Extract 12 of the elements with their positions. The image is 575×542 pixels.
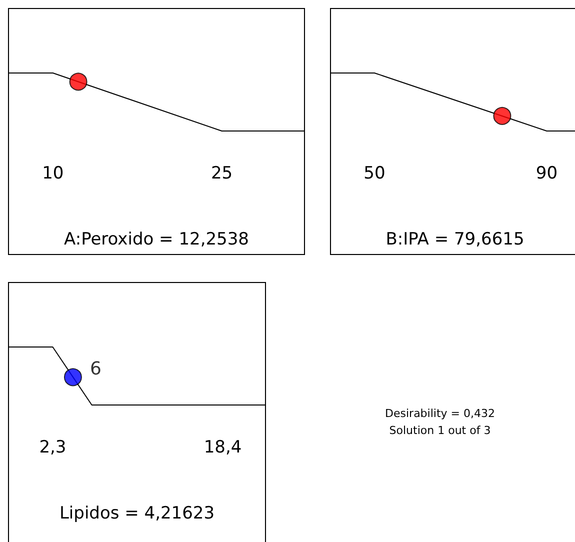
x-tick-label: 25 [210,164,233,184]
x-axis-title: A:Peroxido = 12,2538 [64,230,249,250]
text: Solution 1 out of 3 [388,423,492,439]
x-tick-label: 90 [536,164,558,184]
x-axis-title: B:IPA = 79,6615 [386,230,524,250]
annotation: 6 [90,358,102,380]
text: Desirability = 0,432 [384,406,496,422]
x-tick-label: 2,3 [39,438,66,458]
x-axis-title: Lipidos = 4,21623 [59,504,215,524]
x-tick-label: 18,4 [204,438,242,458]
x-tick-label: 10 [42,164,64,184]
x-tick-label: 50 [364,164,386,184]
